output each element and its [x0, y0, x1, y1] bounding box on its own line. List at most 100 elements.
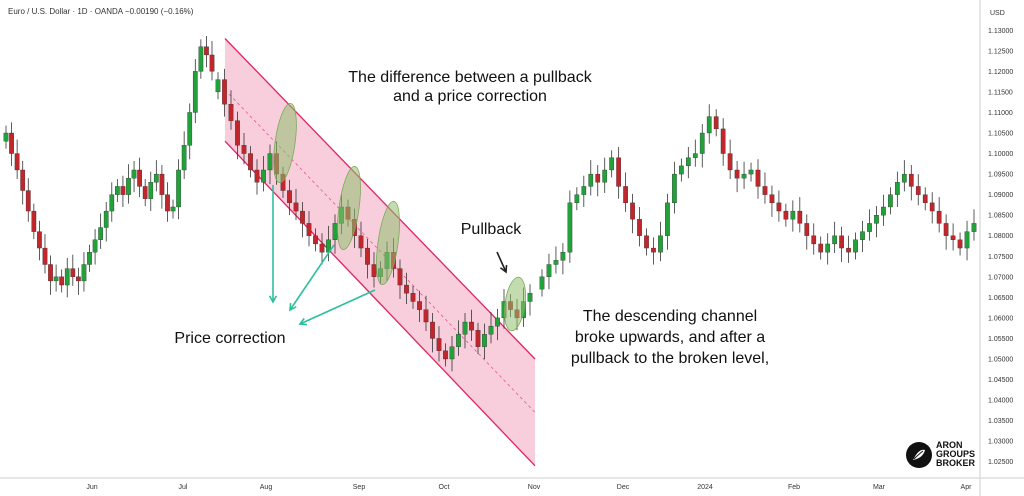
candle: [727, 139, 733, 180]
candle: [371, 252, 377, 288]
candle-body: [365, 247, 370, 265]
candle-body: [98, 227, 103, 240]
candle-body: [644, 235, 649, 249]
candle-body: [313, 235, 318, 245]
candle-body: [616, 157, 621, 187]
candle-body: [495, 317, 500, 327]
candle: [423, 295, 429, 332]
candle: [137, 157, 142, 198]
y-tick-label: 1.12500: [988, 48, 1013, 55]
pullback-ellipse: [337, 165, 361, 251]
candle: [818, 236, 824, 260]
candle-body: [672, 173, 677, 204]
y-tick-label: 1.02500: [988, 459, 1013, 466]
candle-body: [527, 293, 533, 302]
candle-body: [762, 186, 768, 195]
candle: [783, 203, 789, 227]
candle: [456, 320, 461, 356]
candle: [267, 144, 273, 184]
candle-body: [950, 235, 956, 240]
x-tick-label: Dec: [617, 484, 630, 491]
candle-body: [81, 264, 87, 282]
candle: [319, 233, 325, 265]
candle-body: [404, 284, 409, 294]
candle: [115, 179, 120, 203]
candle: [228, 90, 234, 130]
y-tick-label: 1.06000: [988, 315, 1013, 322]
breakout-line-1: The descending channel: [583, 308, 757, 325]
candle-body: [397, 268, 403, 286]
candle: [658, 221, 663, 262]
candle: [623, 172, 628, 212]
candle: [901, 160, 907, 192]
candle-body: [25, 190, 31, 212]
y-tick-label: 1.07500: [988, 254, 1013, 261]
candle-body: [115, 186, 120, 195]
candle: [254, 159, 260, 195]
candle: [204, 36, 209, 68]
candle: [755, 159, 761, 199]
candle: [37, 220, 42, 261]
candle-body: [658, 235, 663, 253]
candle: [950, 223, 956, 251]
candle-body: [720, 128, 726, 154]
candle-body: [574, 194, 580, 204]
y-tick-label: 1.03000: [988, 439, 1013, 446]
candle-body: [588, 173, 594, 187]
candle: [170, 199, 176, 219]
candle-body: [64, 268, 70, 286]
candle-body: [120, 186, 126, 195]
candle-body: [929, 202, 935, 212]
candle-body: [804, 223, 810, 236]
candle: [126, 164, 131, 204]
candle: [495, 308, 500, 341]
candle: [692, 139, 698, 167]
currency-label: USD: [990, 10, 1005, 17]
y-tick-label: 1.07000: [988, 274, 1013, 281]
candle-body: [699, 132, 705, 154]
candle-body: [92, 239, 98, 253]
candle-body: [48, 264, 53, 282]
candle-body: [853, 239, 858, 253]
candle: [574, 187, 580, 211]
correction-arrow-2: [289, 244, 335, 311]
candle: [790, 200, 796, 232]
price-correction-label: Price correction: [174, 330, 285, 347]
candle-body: [70, 268, 76, 277]
candle-body: [456, 334, 461, 347]
candle-body: [776, 202, 782, 212]
candle-body: [9, 132, 14, 154]
candle: [874, 206, 879, 238]
candle-body: [137, 169, 142, 187]
correction-arrow-1-head: [268, 295, 278, 304]
candle-body: [235, 120, 240, 146]
y-tick-label: 1.05000: [988, 357, 1013, 364]
candle-body: [14, 153, 20, 171]
candle: [971, 209, 977, 241]
candle-body: [727, 153, 733, 171]
candle-body: [692, 153, 698, 158]
candle: [860, 220, 865, 253]
candle-body: [971, 223, 977, 232]
candle-body: [261, 169, 266, 183]
candle: [776, 190, 782, 222]
candle: [482, 323, 487, 359]
candle: [581, 175, 587, 207]
candle-body: [20, 169, 26, 191]
candle-body: [148, 182, 154, 199]
candle-body: [581, 186, 587, 195]
candle: [462, 312, 468, 349]
y-tick-label: 1.09000: [988, 192, 1013, 199]
candle-body: [755, 169, 761, 187]
pullback-arrow-head: [499, 264, 508, 274]
candle-body: [417, 301, 422, 310]
candle-body: [42, 247, 48, 265]
candle: [595, 165, 601, 197]
candle: [222, 68, 227, 117]
candle: [665, 193, 670, 250]
candle: [443, 343, 448, 367]
candle: [404, 272, 409, 304]
candle: [313, 228, 318, 252]
